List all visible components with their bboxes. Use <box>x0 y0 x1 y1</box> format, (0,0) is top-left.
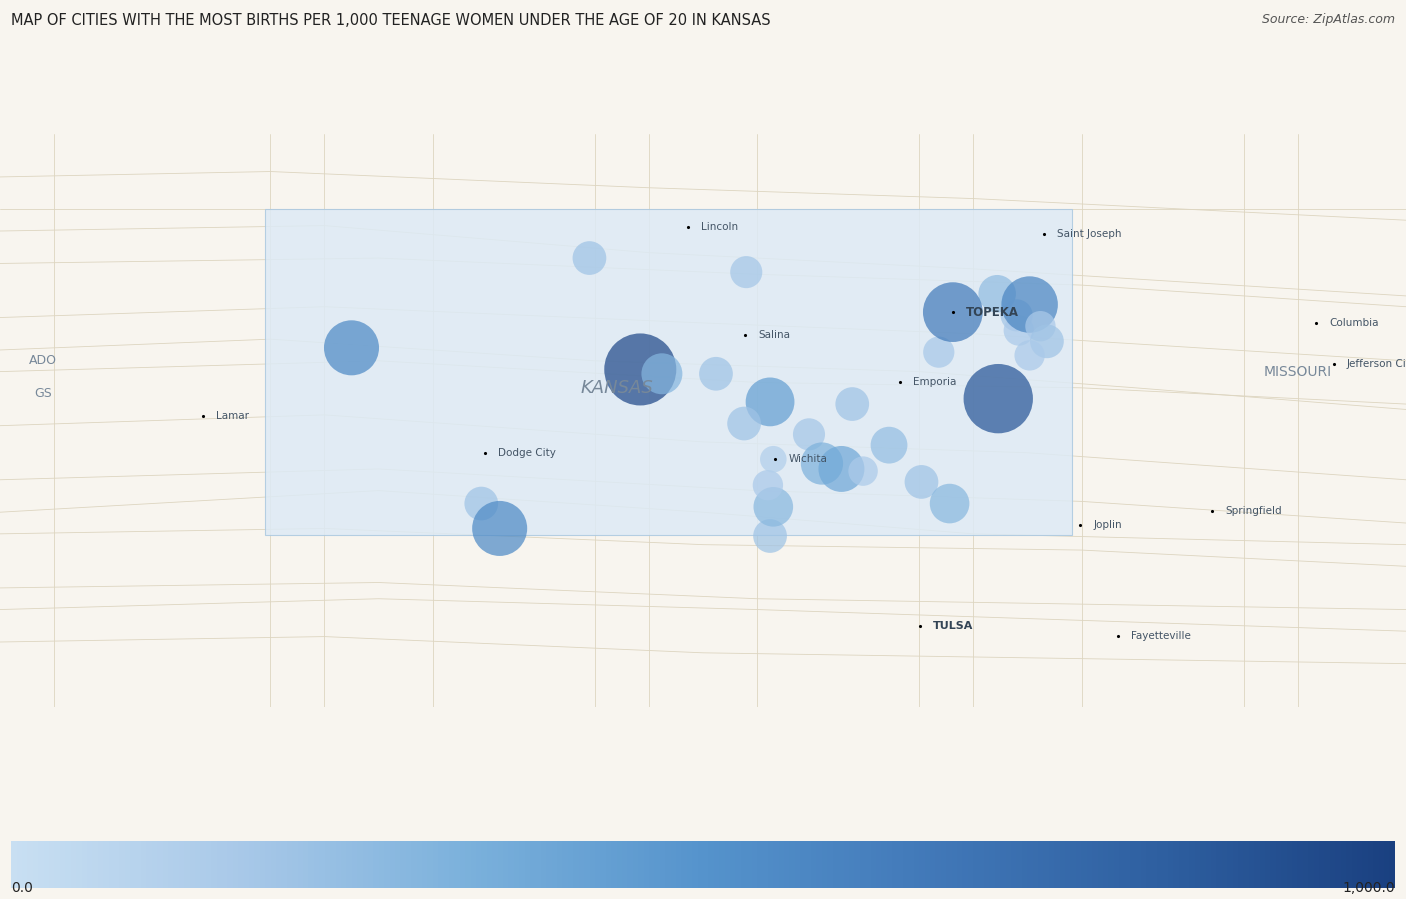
Point <box>735 265 758 280</box>
Text: Emporia: Emporia <box>912 378 956 387</box>
Text: KANSAS: KANSAS <box>581 378 652 396</box>
Text: Columbia: Columbia <box>1329 318 1379 328</box>
Text: Jefferson Cit: Jefferson Cit <box>1347 359 1406 369</box>
Point <box>852 464 875 478</box>
Text: Dodge City: Dodge City <box>498 448 555 458</box>
Text: Salina: Salina <box>758 330 790 340</box>
Point <box>811 457 834 471</box>
Point <box>759 395 782 409</box>
Point <box>877 438 900 452</box>
Text: MISSOURI: MISSOURI <box>1264 365 1331 378</box>
Point <box>1029 319 1052 334</box>
Point <box>797 427 820 441</box>
Point <box>578 251 600 265</box>
Text: 0.0: 0.0 <box>11 880 34 895</box>
Point <box>928 345 950 360</box>
Text: ADO: ADO <box>30 354 58 368</box>
Point <box>470 496 492 511</box>
Point <box>733 416 755 431</box>
Point <box>340 341 363 355</box>
Point <box>1018 348 1040 362</box>
Text: GS: GS <box>34 387 52 400</box>
Point <box>841 396 863 411</box>
Point <box>762 500 785 514</box>
Point <box>938 496 960 511</box>
Text: Wichita: Wichita <box>789 454 827 464</box>
Point <box>1036 334 1059 349</box>
Text: Joplin: Joplin <box>1094 521 1122 530</box>
Point <box>910 475 932 489</box>
Text: TOPEKA: TOPEKA <box>966 306 1019 318</box>
Point <box>762 452 785 467</box>
Text: Lamar: Lamar <box>217 411 249 421</box>
Point <box>1005 308 1028 323</box>
Bar <box>264 209 1071 535</box>
Text: Saint Joseph: Saint Joseph <box>1057 229 1121 239</box>
Point <box>651 367 673 381</box>
Text: TULSA: TULSA <box>934 621 974 631</box>
Text: 1,000.0: 1,000.0 <box>1343 880 1395 895</box>
Point <box>1018 298 1040 312</box>
Point <box>488 521 510 536</box>
Text: Springfield: Springfield <box>1226 506 1282 516</box>
Text: Fayetteville: Fayetteville <box>1132 630 1191 640</box>
Point <box>1008 324 1031 338</box>
Point <box>704 367 727 381</box>
Point <box>942 305 965 319</box>
Text: Source: ZipAtlas.com: Source: ZipAtlas.com <box>1261 13 1395 26</box>
Text: Lincoln: Lincoln <box>700 222 738 232</box>
Text: MAP OF CITIES WITH THE MOST BIRTHS PER 1,000 TEENAGE WOMEN UNDER THE AGE OF 20 I: MAP OF CITIES WITH THE MOST BIRTHS PER 1… <box>11 13 770 29</box>
Point <box>986 287 1008 301</box>
Point <box>759 529 782 543</box>
Point <box>756 478 779 493</box>
Point <box>830 462 852 476</box>
Point <box>628 362 651 377</box>
Point <box>987 391 1010 405</box>
